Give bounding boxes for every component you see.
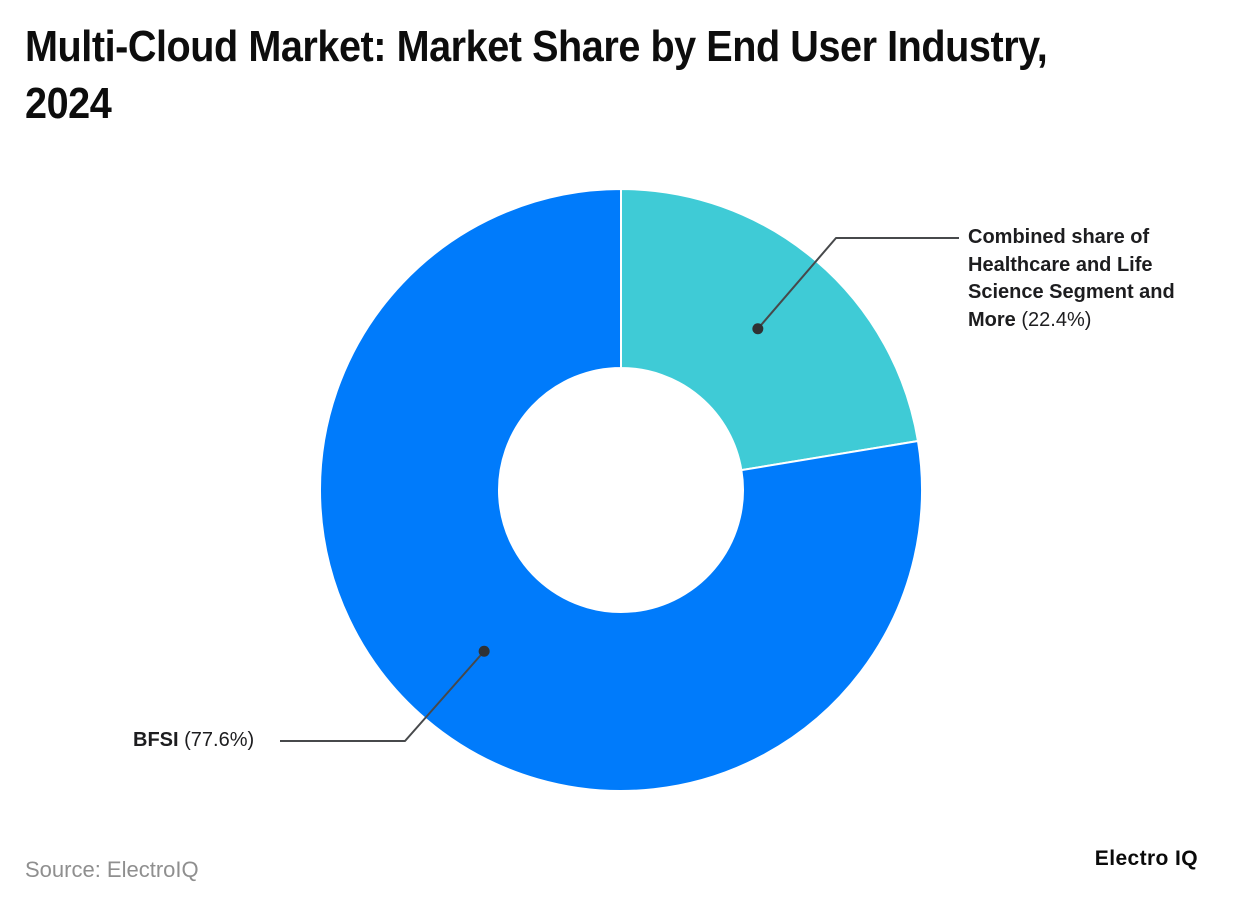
callout-healthcare: Combined share of Healthcare and Life Sc… <box>968 224 1175 334</box>
callout-bfsi-value: (77.6%) <box>184 729 255 751</box>
donut-slice-healthcare <box>620 187 920 472</box>
callout-healthcare-line4: More (22.4%) <box>968 307 1175 335</box>
callout-healthcare-label-more: More <box>968 308 1016 331</box>
page-title-line1: Multi-Cloud Market: Market Share by End … <box>25 22 1048 71</box>
page-title: Multi-Cloud Market: Market Share by End … <box>25 18 1048 132</box>
callout-connector-bfsi <box>280 650 485 742</box>
source-text: Source: ElectroIQ <box>25 857 199 882</box>
callout-dot-healthcare <box>752 323 764 335</box>
callout-healthcare-line2: Healthcare and Life <box>968 253 1153 276</box>
callout-bfsi: BFSI (77.6%) <box>133 727 254 755</box>
page-title-line2: 2024 <box>25 79 112 128</box>
callout-healthcare-line1: Combined share of <box>968 226 1150 248</box>
callout-bfsi-label: BFSI <box>133 729 179 751</box>
callout-connector-healthcare <box>757 237 959 330</box>
brand-logo: Electro IQ <box>1094 847 1198 870</box>
callout-healthcare-value: (22.4%) <box>1021 308 1092 331</box>
callout-dot-bfsi <box>478 645 490 657</box>
donut-slice-bfsi <box>319 187 923 792</box>
callout-healthcare-line3: Science Segment and <box>968 281 1175 303</box>
